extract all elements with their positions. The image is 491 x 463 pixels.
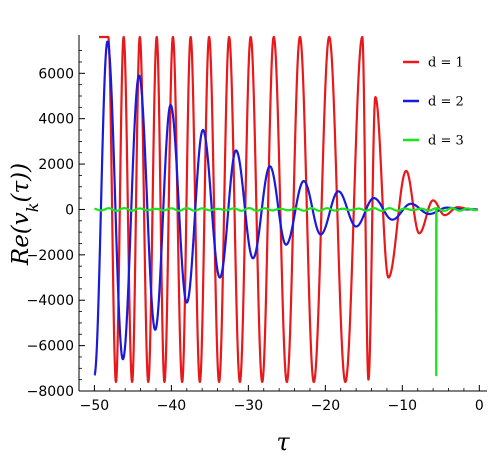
axes: −50 −40 −30 −20 −10 0 −8000 −6000 −4000 −2000 0 200… [27, 35, 487, 414]
x-tick-label: −10 [388, 398, 418, 414]
legend-label-3: d = 3 [428, 134, 464, 149]
legend-label-2: d = 2 [428, 95, 464, 110]
y-tick-label: 4000 [38, 112, 74, 128]
series-line-2 [93, 40, 479, 377]
x-tick-label: 0 [475, 398, 484, 414]
series-line-1 [98, 35, 479, 384]
y-tick-label: −8000 [27, 384, 74, 400]
y-tick-label: 2000 [38, 157, 74, 173]
y-tick-label: −6000 [27, 339, 74, 355]
y-tick-label: 6000 [38, 66, 74, 82]
legend: d = 1 d = 2 d = 3 [403, 56, 464, 149]
y-tick-label: −4000 [27, 293, 74, 309]
x-tick-label: −30 [234, 398, 264, 414]
y-axis-title: Re(vk(τ)) [8, 163, 42, 266]
legend-label-1: d = 1 [428, 56, 464, 71]
x-tick-label: −40 [157, 398, 187, 414]
x-tick-label: −20 [311, 398, 341, 414]
y-tick-label: −2000 [27, 248, 74, 264]
series-line-3 [93, 207, 479, 377]
series-layer [93, 35, 479, 384]
x-axis-title: τ [276, 428, 290, 456]
x-tick-label: −50 [80, 398, 110, 414]
y-tick-label: 0 [65, 202, 74, 218]
